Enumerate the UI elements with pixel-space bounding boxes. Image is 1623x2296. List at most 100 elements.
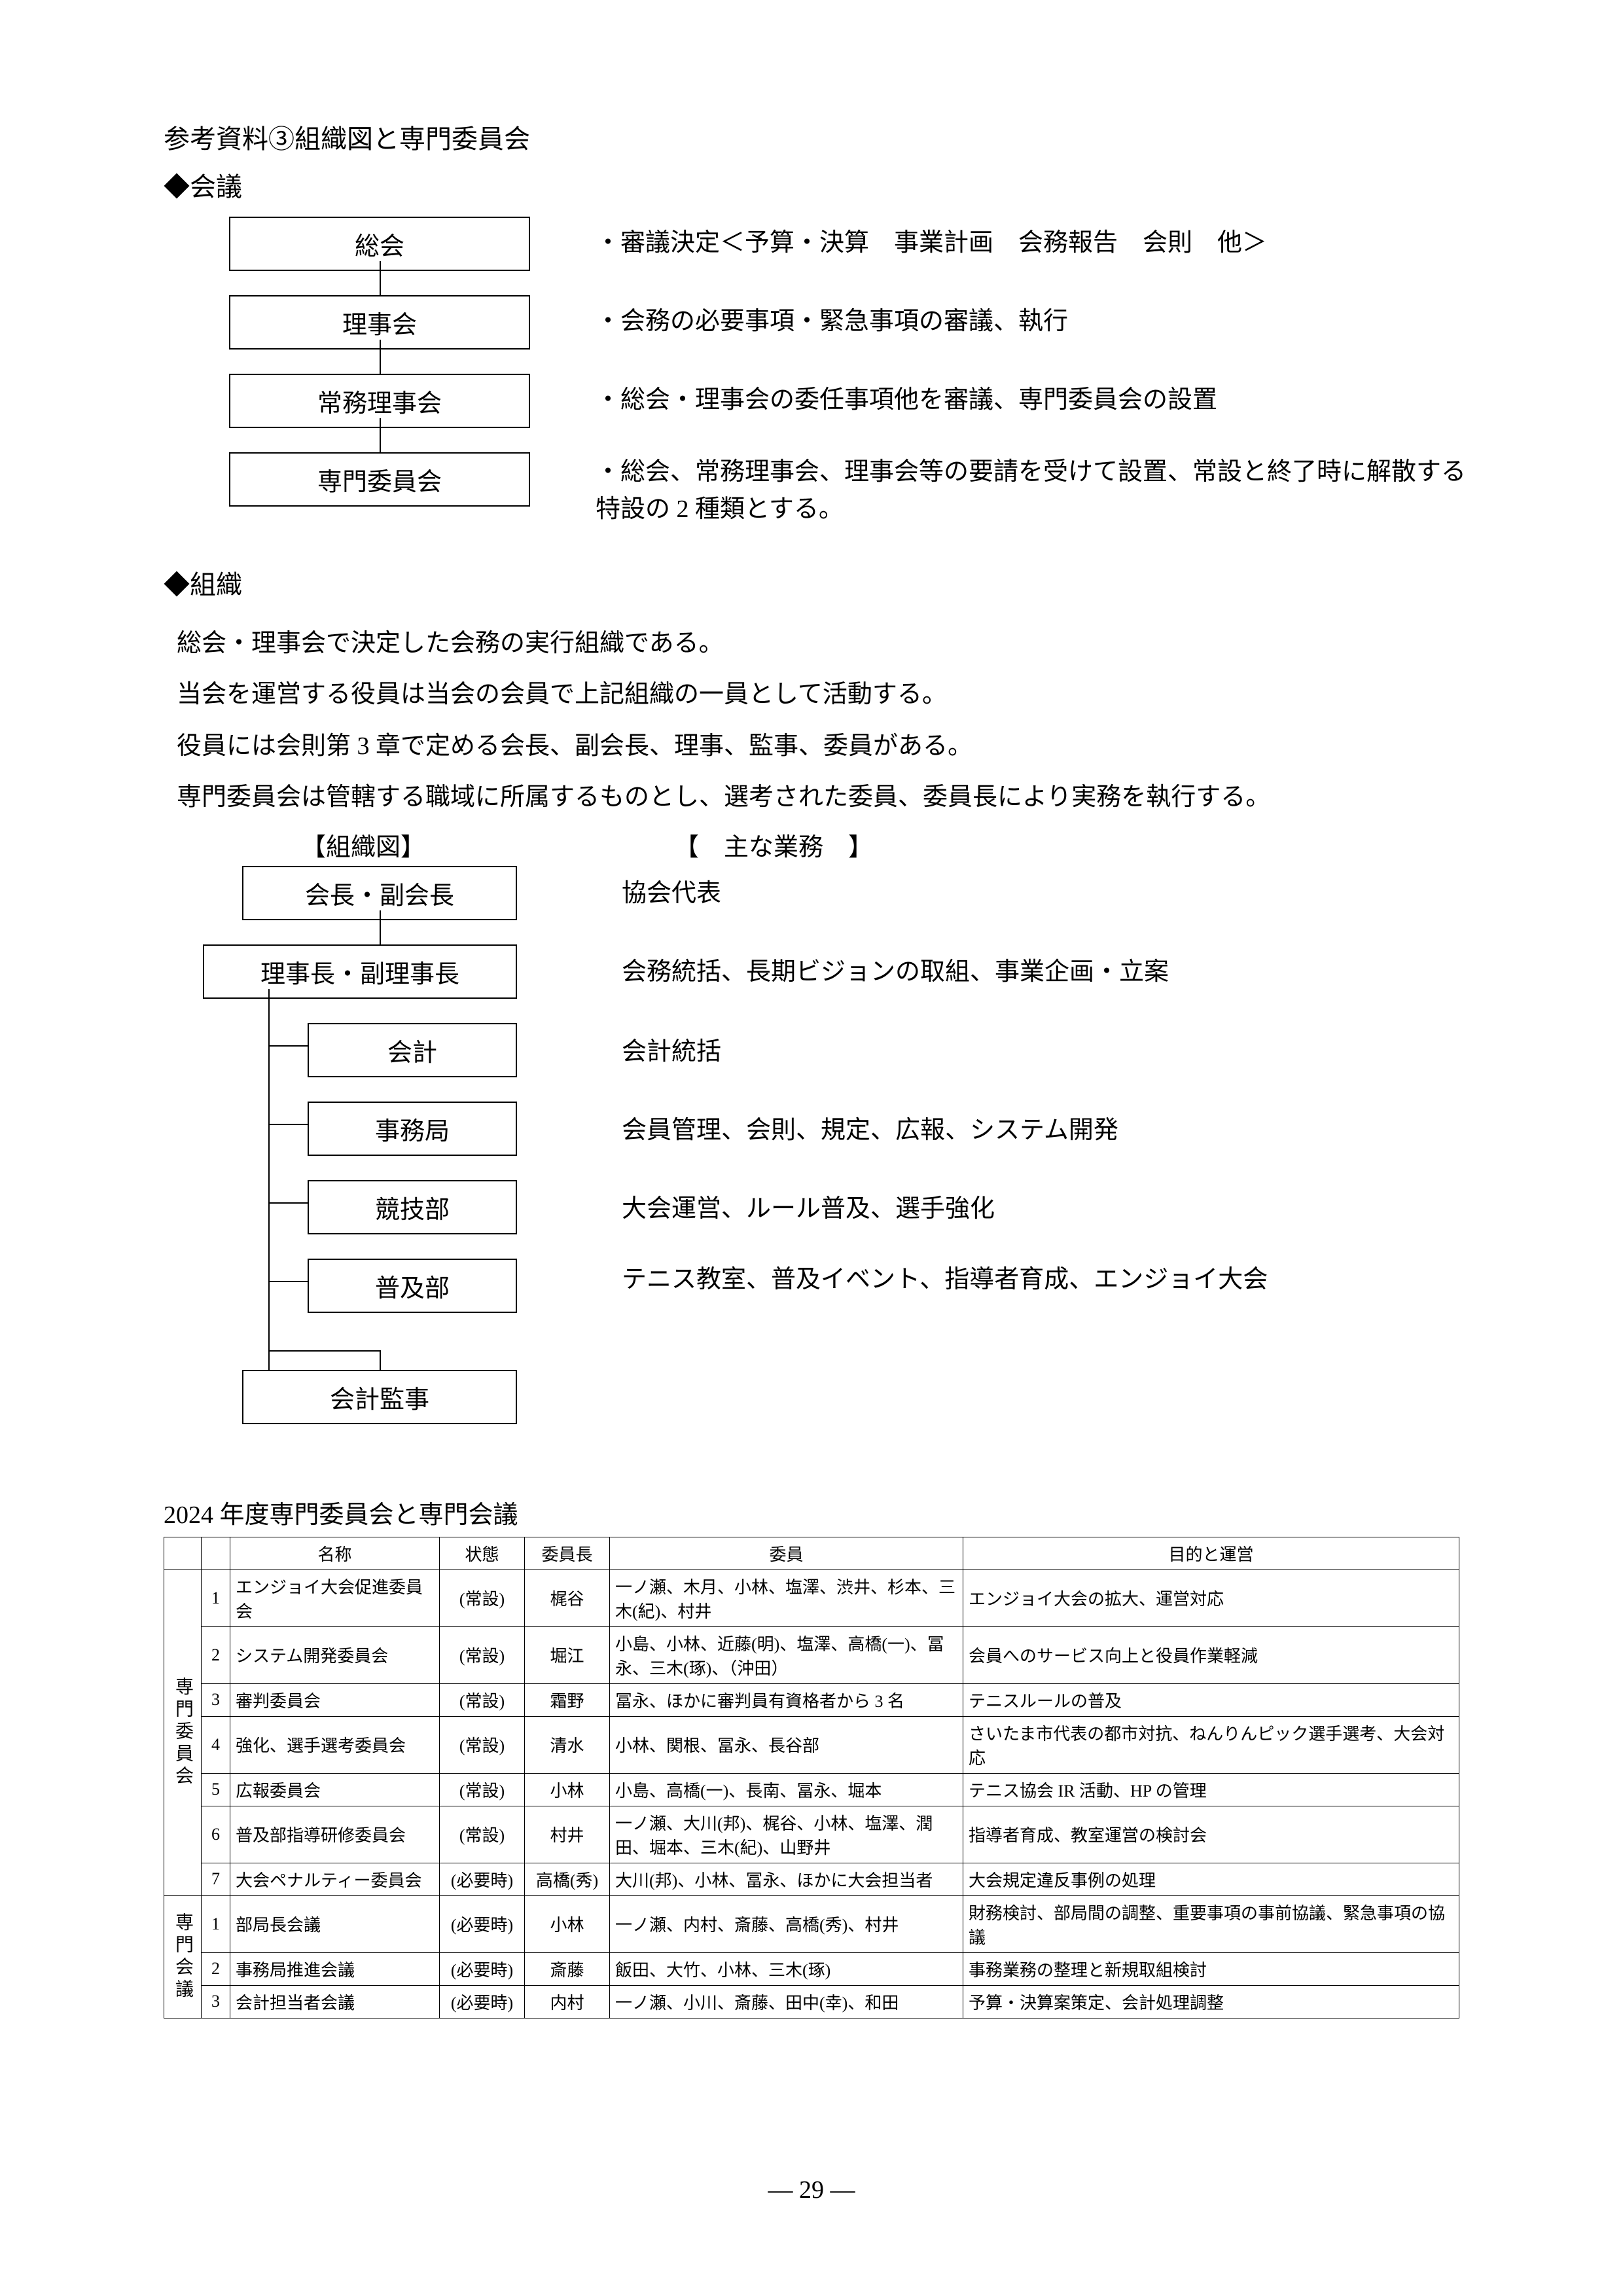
box-kanji: 会計監事 — [242, 1370, 517, 1424]
row-num: 4 — [202, 1716, 230, 1773]
row-num: 1 — [202, 1570, 230, 1626]
row-num: 2 — [202, 1952, 230, 1985]
row-num: 2 — [202, 1626, 230, 1683]
row-status: (必要時) — [440, 1863, 525, 1895]
box-kyougibu: 競技部 — [308, 1180, 517, 1234]
row-chair: 高橋(秀) — [525, 1863, 610, 1895]
row-name: 広報委員会 — [230, 1773, 440, 1806]
row-members: 一ノ瀬、大川(邦)、梶谷、小林、塩澤、潤田、堀本、三木(紀)、山野井 — [610, 1806, 963, 1863]
row-members: 一ノ瀬、小川、斎藤、田中(幸)、和田 — [610, 1985, 963, 2018]
row-members: 大川(邦)、小林、冨永、ほかに大会担当者 — [610, 1863, 963, 1895]
row-name: 普及部指導研修委員会 — [230, 1806, 440, 1863]
group-label: 専門委員会 — [164, 1570, 202, 1895]
table-row: 2事務局推進会議(必要時)斎藤飯田、大竹、小林、三木(琢)事務業務の整理と新規取… — [164, 1952, 1459, 1985]
row-chair: 霜野 — [525, 1683, 610, 1716]
table-title: 2024 年度専門委員会と専門会議 — [164, 1494, 1459, 1530]
org-paragraphs: 総会・理事会で決定した会務の実行組織である。 当会を運営する役員は当会の会員で上… — [164, 621, 1459, 820]
row-status: (常設) — [440, 1626, 525, 1683]
row-status: (常設) — [440, 1806, 525, 1863]
desc-soukai: ・審議決定＜予算・決算 事業計画 会務報告 会則 他＞ — [596, 224, 1479, 262]
row-num: 3 — [202, 1985, 230, 2018]
heading-org: ◆組織 — [164, 564, 1459, 601]
row-chair: 村井 — [525, 1806, 610, 1863]
row-name: 会計担当者会議 — [230, 1985, 440, 2018]
th-status: 状態 — [440, 1537, 525, 1570]
org-para-1: 総会・理事会で決定した会務の実行組織である。 — [177, 621, 1459, 666]
row-purpose: 予算・決算案策定、会計処理調整 — [963, 1985, 1459, 2018]
row-purpose: テニス協会 IR 活動、HP の管理 — [963, 1773, 1459, 1806]
row-status: (必要時) — [440, 1952, 525, 1985]
desc-senmon: ・総会、常務理事会、理事会等の要請を受けて設置、常設と終了時に解散する特設の 2… — [596, 454, 1479, 528]
desc-kaichou: 協会代表 — [622, 872, 721, 908]
row-name: エンジョイ大会促進委員会 — [230, 1570, 440, 1626]
row-num: 7 — [202, 1863, 230, 1895]
row-chair: 斎藤 — [525, 1952, 610, 1985]
th-chair: 委員長 — [525, 1537, 610, 1570]
row-members: 一ノ瀬、内村、斎藤、高橋(秀)、村井 — [610, 1895, 963, 1952]
row-purpose: 会員へのサービス向上と役員作業軽減 — [963, 1626, 1459, 1683]
row-purpose: 財務検討、部局間の調整、重要事項の事前協議、緊急事項の協議 — [963, 1895, 1459, 1952]
row-chair: 小林 — [525, 1895, 610, 1952]
meetings-diagram: 総会 理事会 常務理事会 専門委員会 ・審議決定＜予算・決算 事業計画 会務報告… — [203, 217, 1459, 544]
heading-meetings: ◆会議 — [164, 166, 1459, 204]
org-chart: 【組織図】 【 主な業務 】 会長・副会長 協会代表 理事長・副理事長 会務統括… — [164, 827, 1459, 1455]
row-name: 部局長会議 — [230, 1895, 440, 1952]
row-name: システム開発委員会 — [230, 1626, 440, 1683]
committees-table: 名称 状態 委員長 委員 目的と運営 専門委員会1エンジョイ大会促進委員会(常設… — [164, 1537, 1459, 2018]
table-row: 7大会ペナルティー委員会(必要時)高橋(秀)大川(邦)、小林、冨永、ほかに大会担… — [164, 1863, 1459, 1895]
box-senmon: 専門委員会 — [229, 452, 530, 507]
desc-rijikai: ・会務の必要事項・緊急事項の審議、執行 — [596, 303, 1479, 340]
box-kaikei: 会計 — [308, 1023, 517, 1077]
desc-joumu: ・総会・理事会の委任事項他を審議、専門委員会の設置 — [596, 382, 1479, 419]
row-purpose: 指導者育成、教室運営の検討会 — [963, 1806, 1459, 1863]
org-para-3: 役員には会則第 3 章で定める会長、副会長、理事、監事、委員がある。 — [177, 724, 1459, 768]
page-number: ― 29 ― — [0, 2176, 1623, 2204]
row-status: (常設) — [440, 1716, 525, 1773]
row-num: 3 — [202, 1683, 230, 1716]
row-name: 審判委員会 — [230, 1683, 440, 1716]
row-name: 強化、選手選考委員会 — [230, 1716, 440, 1773]
row-name: 大会ペナルティー委員会 — [230, 1863, 440, 1895]
table-row: 3会計担当者会議(必要時)内村一ノ瀬、小川、斎藤、田中(幸)、和田予算・決算案策… — [164, 1985, 1459, 2018]
row-purpose: さいたま市代表の都市対抗、ねんりんピック選手選考、大会対応 — [963, 1716, 1459, 1773]
row-members: 小島、小林、近藤(明)、塩澤、高橋(一)、冨永、三木(琢)、（沖田） — [610, 1626, 963, 1683]
row-chair: 清水 — [525, 1716, 610, 1773]
org-para-4: 専門委員会は管轄する職域に所属するものとし、選考された委員、委員長により実務を執… — [177, 775, 1459, 819]
th-name: 名称 — [230, 1537, 440, 1570]
table-row: 2システム開発委員会(常設)堀江小島、小林、近藤(明)、塩澤、高橋(一)、冨永、… — [164, 1626, 1459, 1683]
row-purpose: 事務業務の整理と新規取組検討 — [963, 1952, 1459, 1985]
row-num: 1 — [202, 1895, 230, 1952]
row-purpose: エンジョイ大会の拡大、運営対応 — [963, 1570, 1459, 1626]
row-chair: 梶谷 — [525, 1570, 610, 1626]
th-purpose: 目的と運営 — [963, 1537, 1459, 1570]
group-label: 専門会議 — [164, 1895, 202, 2018]
desc-fukyuubu: テニス教室、普及イベント、指導者育成、エンジョイ大会 — [622, 1259, 1342, 1295]
row-members: 小林、関根、冨永、長谷部 — [610, 1716, 963, 1773]
row-status: (必要時) — [440, 1895, 525, 1952]
table-row: 専門会議1部局長会議(必要時)小林一ノ瀬、内村、斎藤、高橋(秀)、村井財務検討、… — [164, 1895, 1459, 1952]
row-num: 6 — [202, 1806, 230, 1863]
table-header-row: 名称 状態 委員長 委員 目的と運営 — [164, 1537, 1459, 1570]
row-num: 5 — [202, 1773, 230, 1806]
row-status: (常設) — [440, 1570, 525, 1626]
row-members: 冨永、ほかに審判員有資格者から 3 名 — [610, 1683, 963, 1716]
row-status: (必要時) — [440, 1985, 525, 2018]
org2-header-right: 【 主な業務 】 — [674, 827, 873, 863]
row-purpose: テニスルールの普及 — [963, 1683, 1459, 1716]
box-jimukyoku: 事務局 — [308, 1102, 517, 1156]
row-members: 小島、高橋(一)、長南、冨永、堀本 — [610, 1773, 963, 1806]
row-chair: 内村 — [525, 1985, 610, 2018]
row-status: (常設) — [440, 1773, 525, 1806]
org-para-2: 当会を運営する役員は当会の会員で上記組織の一員として活動する。 — [177, 672, 1459, 717]
row-members: 飯田、大竹、小林、三木(琢) — [610, 1952, 963, 1985]
th-members: 委員 — [610, 1537, 963, 1570]
row-members: 一ノ瀬、木月、小林、塩澤、渋井、杉本、三木(紀)、村井 — [610, 1570, 963, 1626]
desc-rijichou: 会務統括、長期ビジョンの取組、事業企画・立案 — [622, 951, 1169, 987]
row-name: 事務局推進会議 — [230, 1952, 440, 1985]
row-chair: 小林 — [525, 1773, 610, 1806]
table-row: 専門委員会1エンジョイ大会促進委員会(常設)梶谷一ノ瀬、木月、小林、塩澤、渋井、… — [164, 1570, 1459, 1626]
doc-title: 参考資料③組織図と専門委員会 — [164, 118, 1459, 156]
box-rijichou: 理事長・副理事長 — [203, 944, 517, 999]
table-row: 5広報委員会(常設)小林小島、高橋(一)、長南、冨永、堀本テニス協会 IR 活動… — [164, 1773, 1459, 1806]
row-purpose: 大会規定違反事例の処理 — [963, 1863, 1459, 1895]
